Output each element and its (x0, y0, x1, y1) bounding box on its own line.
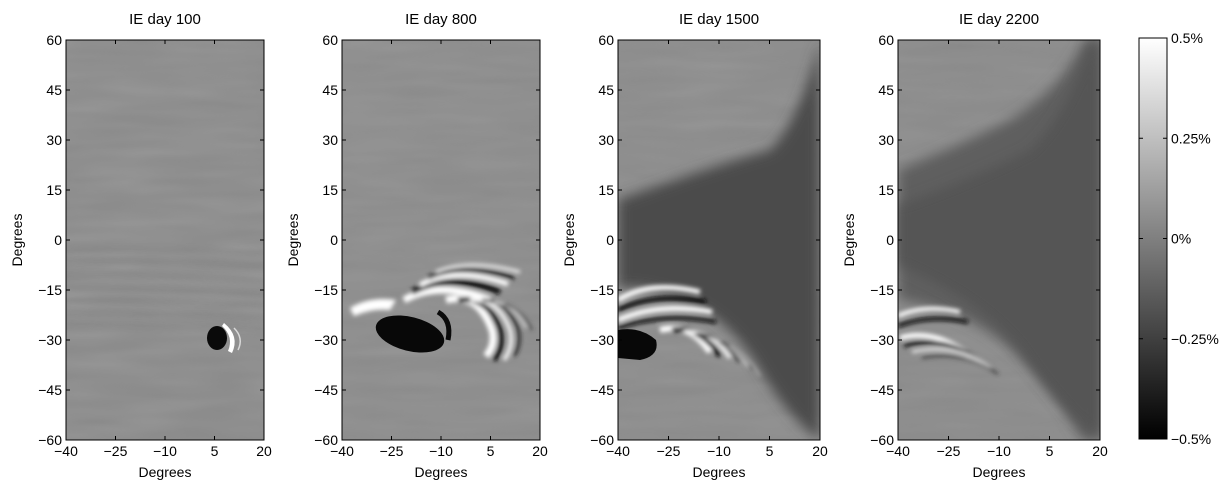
y-tick-label: 0 (886, 232, 894, 248)
x-tick-label: −40 (54, 443, 78, 459)
panel-title: IE day 2200 (959, 11, 1039, 28)
y-tick-label: 0 (54, 232, 62, 248)
y-axis-label: Degrees (841, 214, 857, 267)
y-tick-label: −30 (590, 332, 614, 348)
y-tick-label: 15 (322, 182, 338, 198)
y-tick-label: 60 (46, 32, 62, 48)
x-tick-label: −25 (380, 443, 404, 459)
x-tick-label: 5 (487, 443, 495, 459)
y-tick-label: −45 (590, 382, 614, 398)
x-tick-label: −25 (937, 443, 961, 459)
y-tick-label: 45 (322, 82, 338, 98)
colorbar-tick-label: −0.25% (1171, 331, 1219, 347)
y-tick-label: 15 (598, 182, 614, 198)
y-tick-label: −45 (870, 382, 894, 398)
y-tick-label: 30 (878, 132, 894, 148)
colorbar (1138, 37, 1168, 440)
y-tick-label: 0 (330, 232, 338, 248)
y-tick-label: −60 (870, 432, 894, 448)
y-tick-label: −60 (38, 432, 62, 448)
y-tick-label: 30 (322, 132, 338, 148)
y-tick-label: 45 (598, 82, 614, 98)
x-axis-label: Degrees (415, 464, 468, 480)
panel-title: IE day 800 (405, 11, 477, 28)
y-tick-label: −15 (590, 282, 614, 298)
x-tick-label: −25 (104, 443, 128, 459)
x-tick-label: 20 (256, 443, 272, 459)
y-tick-label: −30 (314, 332, 338, 348)
x-tick-label: −10 (153, 443, 177, 459)
colorbar-tick-label: 0% (1171, 231, 1191, 247)
x-axis-label: Degrees (973, 464, 1026, 480)
colorbar-tick-label: 0.5% (1171, 30, 1203, 46)
y-tick-label: −30 (38, 332, 62, 348)
x-axis-label: Degrees (693, 464, 746, 480)
x-tick-label: −40 (886, 443, 910, 459)
x-axis-label: Degrees (139, 464, 192, 480)
y-tick-label: 60 (322, 32, 338, 48)
y-axis-label: Degrees (561, 214, 577, 267)
y-tick-label: −45 (38, 382, 62, 398)
x-tick-label: −40 (606, 443, 630, 459)
y-tick-label: −15 (314, 282, 338, 298)
x-tick-label: 20 (812, 443, 828, 459)
panel-title: IE day 1500 (679, 11, 759, 28)
y-tick-label: −30 (870, 332, 894, 348)
x-tick-label: −10 (707, 443, 731, 459)
y-tick-label: 15 (46, 182, 62, 198)
y-axis-label: Degrees (9, 214, 25, 267)
y-tick-label: 30 (46, 132, 62, 148)
colorbar-tick-label: −0.5% (1171, 431, 1211, 447)
x-tick-label: −10 (429, 443, 453, 459)
panel-2-field (342, 40, 540, 440)
y-tick-label: 45 (878, 82, 894, 98)
x-tick-label: 20 (1092, 443, 1108, 459)
panel-1-field (66, 40, 264, 440)
x-tick-label: 5 (211, 443, 219, 459)
y-tick-label: −45 (314, 382, 338, 398)
colorbar-tick-label: 0.25% (1171, 130, 1211, 146)
x-tick-label: −25 (657, 443, 681, 459)
y-tick-label: −60 (314, 432, 338, 448)
panel-title: IE day 100 (129, 11, 201, 28)
y-tick-label: −15 (38, 282, 62, 298)
panel-4-field (898, 40, 1100, 440)
y-tick-label: 30 (598, 132, 614, 148)
y-tick-label: −60 (590, 432, 614, 448)
x-tick-label: −40 (330, 443, 354, 459)
x-tick-label: 5 (1046, 443, 1054, 459)
y-tick-label: 0 (606, 232, 614, 248)
x-tick-label: 20 (532, 443, 548, 459)
y-tick-label: 45 (46, 82, 62, 98)
x-tick-label: −10 (987, 443, 1011, 459)
axes-layer: IE day 100 −40 −25 −10 5 20 60 45 30 15 0 −15 −30 −45… (9, 11, 1219, 480)
y-axis-label: Degrees (285, 214, 301, 267)
y-tick-label: 15 (878, 182, 894, 198)
y-tick-label: 60 (878, 32, 894, 48)
y-tick-label: −15 (870, 282, 894, 298)
x-tick-label: 5 (766, 443, 774, 459)
y-tick-label: 60 (598, 32, 614, 48)
panel-3-field (618, 40, 820, 440)
